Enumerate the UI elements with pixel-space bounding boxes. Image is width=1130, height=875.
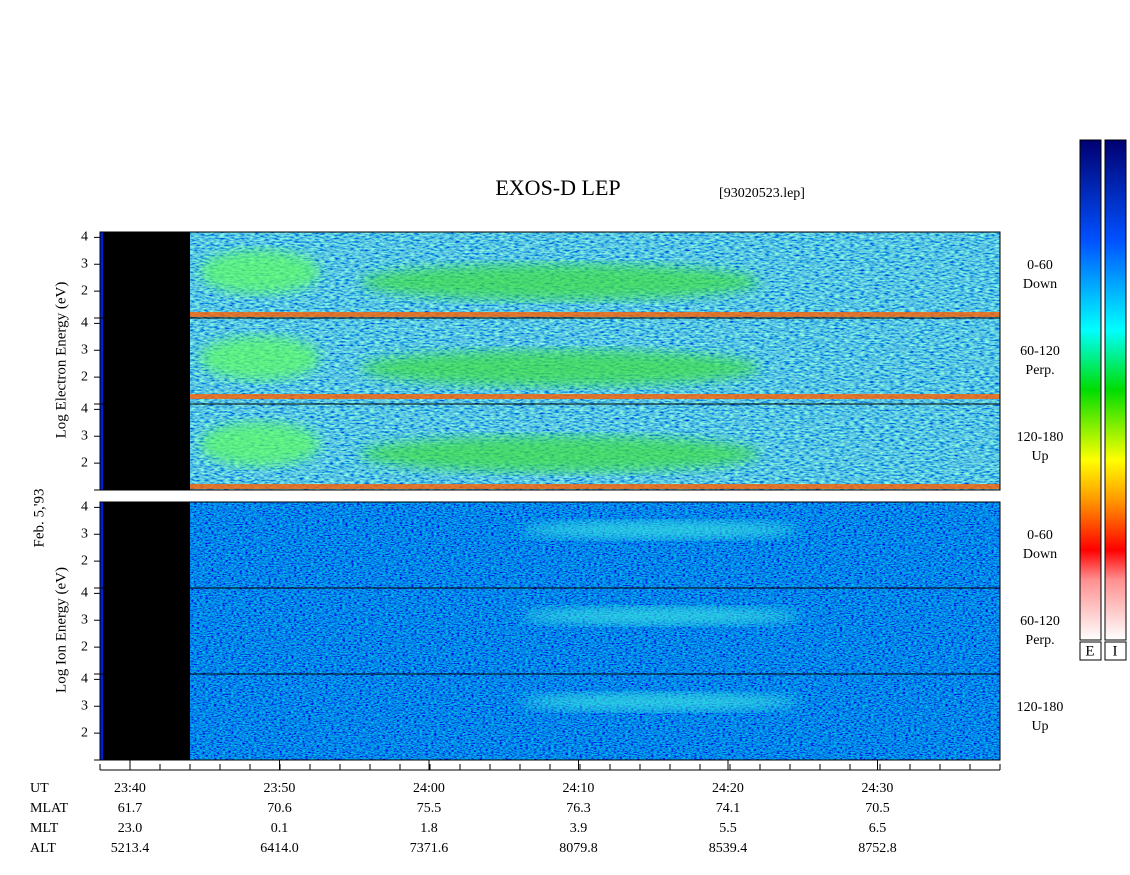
time-value: 8752.8 xyxy=(858,841,897,856)
panel-label: 120-180 xyxy=(1017,430,1064,445)
y-tick-label: 3 xyxy=(81,612,88,627)
time-value: 8539.4 xyxy=(709,841,748,856)
panel-label: 60-120 xyxy=(1020,344,1060,359)
colorbar-label: I xyxy=(1113,643,1118,659)
panel-label: 60-120 xyxy=(1020,614,1060,629)
row-label: ALT xyxy=(30,841,56,856)
electron-axis-label: Log Electron Energy (eV) xyxy=(53,282,69,439)
data-gap xyxy=(103,232,190,318)
spectrogram-feature xyxy=(360,264,760,300)
time-value: 75.5 xyxy=(417,801,442,816)
colorbar-box xyxy=(1104,641,1127,661)
time-value: 23.0 xyxy=(118,821,143,836)
time-value: 24:10 xyxy=(563,781,595,796)
data-gap xyxy=(103,588,190,674)
data-gap xyxy=(103,404,190,490)
data-gap xyxy=(103,674,190,760)
y-tick-label: 4 xyxy=(81,316,88,331)
y-tick-label: 4 xyxy=(81,500,88,515)
spectrogram-feature xyxy=(190,484,1000,489)
spectrogram-feature xyxy=(190,394,1000,399)
time-value: 23:50 xyxy=(264,781,296,796)
panel-label: Up xyxy=(1031,719,1048,734)
spectrogram-feature xyxy=(520,607,800,625)
time-value: 6414.0 xyxy=(260,841,299,856)
panel-frame xyxy=(99,403,1001,491)
time-value: 74.1 xyxy=(716,801,741,816)
panel-label: Perp. xyxy=(1025,633,1054,648)
panel-label: 0-60 xyxy=(1027,258,1053,273)
file-name: [93020523.lep] xyxy=(719,186,805,201)
ion-axis-label: Log Ion Energy (eV) xyxy=(53,567,69,693)
title: EXOS-D LEP xyxy=(495,175,620,200)
y-tick-label: 4 xyxy=(81,672,88,687)
time-value: 70.5 xyxy=(865,801,890,816)
time-value: 24:30 xyxy=(862,781,894,796)
time-value: 6.5 xyxy=(869,821,887,836)
spectrogram-texture xyxy=(190,502,1000,588)
y-tick-label: 2 xyxy=(81,283,88,298)
colorbar-box xyxy=(1079,641,1102,661)
spectrogram-feature xyxy=(360,436,760,472)
panel-label: Down xyxy=(1023,547,1057,562)
panel-frame xyxy=(99,673,1001,761)
spectrogram-feature xyxy=(520,693,800,711)
time-value: 24:00 xyxy=(413,781,445,796)
spectrogram-texture xyxy=(190,588,1000,674)
data-gap xyxy=(103,502,190,588)
panel-label: Up xyxy=(1031,449,1048,464)
panel-label: 0-60 xyxy=(1027,528,1053,543)
y-tick-label: 3 xyxy=(81,342,88,357)
spectrogram-texture xyxy=(190,674,1000,760)
row-label: MLAT xyxy=(30,801,69,816)
time-value: 5.5 xyxy=(719,821,737,836)
date-label: Feb. 5,'93 xyxy=(31,489,47,548)
colorbar xyxy=(1079,139,1102,641)
data-gap xyxy=(103,318,190,404)
panel-label: 120-180 xyxy=(1017,700,1064,715)
panel-label: Down xyxy=(1023,277,1057,292)
y-tick-label: 3 xyxy=(81,256,88,271)
time-value: 61.7 xyxy=(118,801,143,816)
y-tick-label: 4 xyxy=(81,586,88,601)
y-tick-label: 2 xyxy=(81,369,88,384)
y-tick-label: 2 xyxy=(81,455,88,470)
row-label: UT xyxy=(30,781,49,796)
time-value: 1.8 xyxy=(420,821,438,836)
colorbar xyxy=(1104,139,1127,641)
spectrogram-feature xyxy=(520,521,800,539)
spectrogram-feature xyxy=(200,422,320,466)
time-value: 7371.6 xyxy=(410,841,449,856)
time-value: 23:40 xyxy=(114,781,146,796)
colorbars: E I xyxy=(1079,139,1127,661)
spectrogram-feature xyxy=(190,312,1000,317)
y-tick-label: 3 xyxy=(81,698,88,713)
y-tick-label: 2 xyxy=(81,639,88,654)
spectrogram-feature xyxy=(200,336,320,380)
time-value: 76.3 xyxy=(566,801,591,816)
time-value: 24:20 xyxy=(712,781,744,796)
time-value: 8079.8 xyxy=(559,841,598,856)
y-tick-label: 2 xyxy=(81,725,88,740)
y-tick-label: 2 xyxy=(81,553,88,568)
colorbar-label: E xyxy=(1085,643,1094,659)
time-value: 3.9 xyxy=(570,821,588,836)
y-tick-label: 3 xyxy=(81,428,88,443)
y-tick-label: 4 xyxy=(81,402,88,417)
time-value: 5213.4 xyxy=(111,841,150,856)
row-label: MLT xyxy=(30,821,59,836)
panels: 2 3 4 2 3 4 2 3 4 2 3 4 2 3 4 2 3 4 xyxy=(81,230,1001,761)
y-tick-label: 3 xyxy=(81,526,88,541)
spectrogram-feature xyxy=(200,250,320,294)
panel-label: Perp. xyxy=(1025,363,1054,378)
spectrogram-feature xyxy=(360,350,760,386)
time-value: 70.6 xyxy=(267,801,292,816)
y-tick-label: 4 xyxy=(81,230,88,245)
time-value: 0.1 xyxy=(271,821,289,836)
